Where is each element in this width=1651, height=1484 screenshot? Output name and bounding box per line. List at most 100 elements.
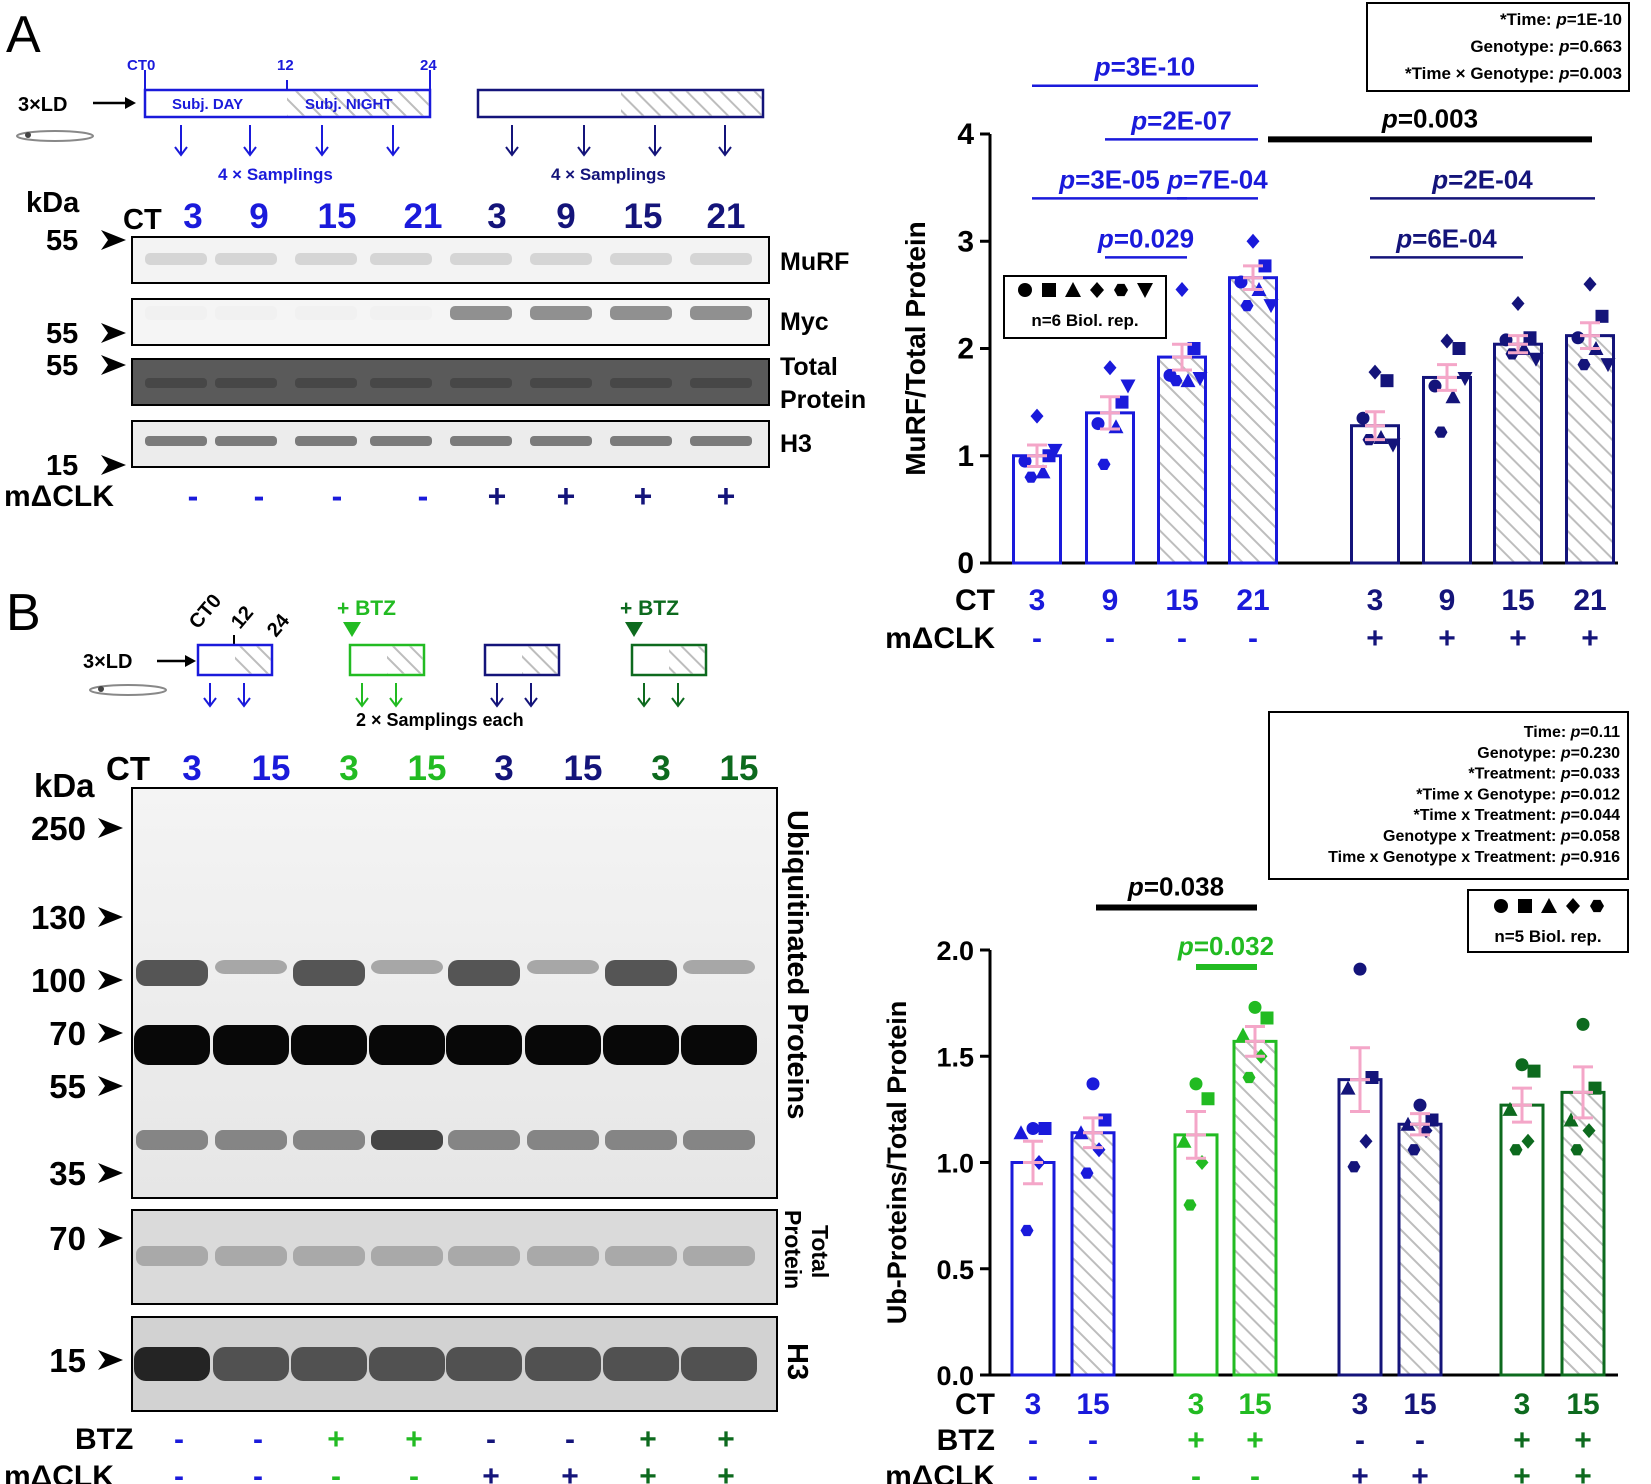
blot-b-marker-label: 130 [31, 899, 86, 936]
data-point [1590, 899, 1604, 913]
ub-band-100 [136, 960, 208, 986]
blot-a-lane-label: 9 [249, 197, 268, 236]
sampling-arrow-icon [718, 125, 732, 157]
schematic-b-hatch [669, 646, 705, 674]
legend-label: n=5 Biol. rep. [1494, 927, 1601, 946]
btz-row-label: BTZ [75, 1423, 133, 1456]
zebrafish-larva-icon [89, 684, 167, 696]
x-row-sign: - [1248, 622, 1258, 655]
data-point [1502, 1101, 1518, 1116]
schematic-b-hatch [522, 646, 558, 674]
data-point [1576, 1017, 1590, 1031]
marker-arrow-icon [98, 907, 123, 927]
band-label-b-total: Total [807, 1225, 833, 1278]
marker-arrow-icon [98, 970, 123, 990]
x-tick-label: 3 [1352, 1388, 1369, 1421]
panel-b-letter: B [6, 584, 41, 642]
data-point [1183, 1199, 1197, 1211]
data-point [1020, 1224, 1034, 1237]
panel-a-letter: A [6, 6, 41, 64]
y-tick-label: 3 [957, 225, 974, 258]
sampling-arrow-icon [577, 146, 591, 157]
data-point [1097, 458, 1111, 470]
sampling-arrow-icon [386, 125, 400, 157]
sampling-arrow-icon [203, 683, 217, 708]
btz-sign: + [327, 1423, 345, 1456]
data-point [1248, 1000, 1262, 1014]
b-h3-band [134, 1347, 210, 1381]
blot-a-lane-label: 21 [707, 197, 746, 236]
ub-band-35 [136, 1130, 208, 1150]
sampling-arrow-icon [243, 146, 257, 157]
blot-a-bands [145, 253, 752, 446]
data-point [1114, 283, 1128, 297]
data-point [1521, 1133, 1535, 1149]
y-tick-label: 1.0 [936, 1149, 974, 1179]
b-total-band [527, 1246, 599, 1266]
band-label-protein: Protein [780, 386, 866, 414]
murf-band [450, 253, 512, 265]
data-point [1413, 1098, 1427, 1112]
sampling-arrow-icon [648, 146, 662, 157]
y-tick-label: 4 [957, 118, 974, 151]
data-point [1030, 408, 1044, 424]
data-point [1515, 1058, 1529, 1072]
blot-b-marker-label: 250 [31, 810, 86, 847]
stats-line: Time x Genotype x Treatment: p=0.916 [1328, 849, 1620, 866]
b-total-band [293, 1246, 365, 1266]
blot-a-lane-label: 21 [404, 197, 443, 236]
ub-band-35 [527, 1130, 599, 1150]
stats-line: *Time x Treatment: p=0.044 [1414, 807, 1621, 824]
ub-band-100 [683, 960, 755, 974]
chart-a: *Time: p=1E-10 Genotype: p=0.663 *Time × G… [885, 2, 1630, 655]
data-point [1359, 1133, 1373, 1149]
myc-band [610, 306, 672, 320]
p-value-label: p=0.029 [1097, 223, 1194, 253]
x-row-label: mΔCLK [885, 1460, 995, 1484]
data-point [1189, 1077, 1203, 1091]
mclk-sign: - [253, 1460, 263, 1484]
x-row-sign: + [1246, 1424, 1264, 1457]
mclk-sign: + [482, 1460, 500, 1484]
data-point [1494, 899, 1508, 913]
stats-line: Genotype: p=0.230 [1477, 745, 1620, 762]
sampling-arrow-icon [386, 146, 400, 157]
sampling-arrow-icon [524, 683, 538, 708]
sampling-arrow-icon [505, 125, 519, 157]
b-h3-band [369, 1347, 445, 1381]
blot-b-lane-label: 15 [252, 749, 291, 788]
sampling-arrow-icon [524, 697, 538, 708]
ub-band-70 [525, 1025, 601, 1065]
sampling-arrow-icon [237, 697, 251, 708]
chart-b: Time: p=0.11 Genotype: p=0.230 *Treatment:… [882, 711, 1629, 1484]
h3-band [610, 436, 672, 446]
mclk-sign: + [488, 478, 507, 514]
data-point [1347, 1161, 1361, 1173]
x-row-sign: - [1415, 1424, 1425, 1457]
btz-arrow-icon [343, 622, 361, 637]
sampling-arrow-icon [315, 125, 329, 157]
blot-a-mclk-row: - - - - + + + + [188, 478, 736, 514]
kda-label-b: kDa [34, 767, 95, 804]
blot-myc [131, 298, 770, 346]
sampling-arrow-icon [237, 683, 251, 708]
sampling-arrow-icon [718, 146, 732, 157]
murf-band [530, 253, 592, 265]
data-point [1042, 283, 1056, 297]
marker-arrow-icon [98, 818, 123, 838]
b-h3-band [213, 1347, 289, 1381]
y-tick-label: 0 [957, 547, 974, 580]
mclk-sign: + [557, 478, 576, 514]
ub-band-100 [605, 960, 677, 986]
myc-band [370, 306, 432, 320]
ub-band-100 [293, 960, 365, 986]
x-row-label: CT [955, 1388, 995, 1421]
x-tick-label: 9 [1439, 584, 1456, 617]
b-h3-band [681, 1347, 757, 1381]
samplings-each-label: 2 × Samplings each [356, 710, 524, 730]
y-tick-label: 1.5 [936, 1042, 974, 1072]
blot-ubiquitinated [131, 787, 778, 1199]
p-value-label: p=7E-04 [1166, 164, 1268, 194]
blot-b-marker-label: 35 [49, 1155, 86, 1192]
x-row-sign: - [1088, 1460, 1098, 1484]
